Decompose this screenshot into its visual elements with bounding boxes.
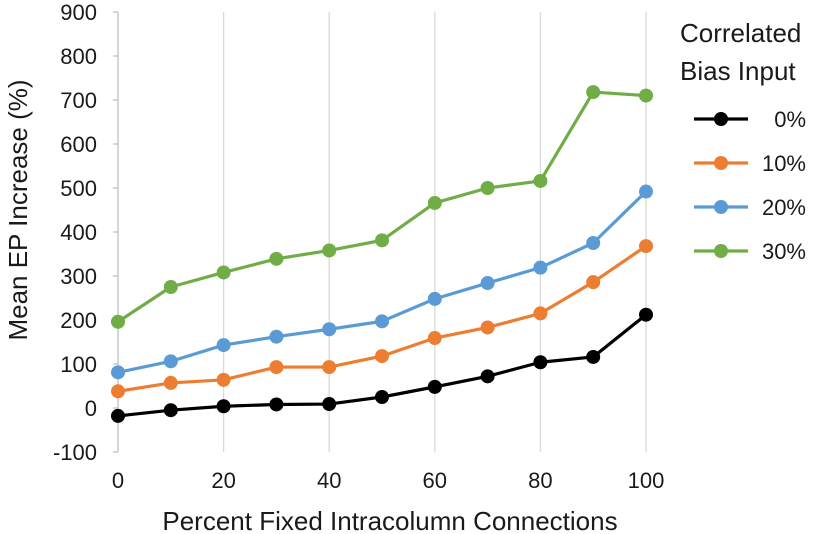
data-point [427,331,442,346]
y-tick-label: 400 [60,220,97,245]
x-tick-label: 80 [528,468,552,493]
series-lines [111,85,653,423]
data-point [111,314,125,329]
data-point [639,184,653,199]
legend-label: 0% [774,107,806,132]
data-point [533,306,548,321]
legend-title-line-1: Correlated [680,18,801,48]
data-point [216,338,231,353]
data-point [111,365,125,380]
data-point [322,360,337,375]
data-point [639,307,653,322]
data-point [375,233,389,248]
data-point [533,173,548,188]
x-tick-label: 100 [628,468,665,493]
y-tick-label: 100 [60,352,97,377]
data-point [163,354,178,369]
x-tick-label: 0 [112,468,124,493]
y-tick-label: 500 [60,176,97,201]
data-point [427,195,442,210]
data-point [586,85,601,100]
x-tick-label: 60 [423,468,447,493]
y-tick-label: 600 [60,132,97,157]
x-tick-label: 20 [211,468,235,493]
data-point [111,384,125,399]
tick-labels: 0 20 40 60 80 100 -100 0 100 200 300 400 500 600 700 80… [53,0,664,493]
y-tick-label: -100 [53,440,97,465]
x-tick-label: 40 [317,468,341,493]
legend: Correlated Bias Input 0% 10% 20% 30% [680,18,806,264]
data-point [375,349,389,364]
legend-title-line-2: Bias Input [680,56,796,86]
data-point [269,360,284,375]
data-point [269,397,284,412]
data-point [111,408,125,423]
data-point [480,181,495,195]
data-point [586,275,601,290]
legend-label: 20% [762,195,806,220]
data-point [322,397,337,412]
y-tick-label: 0 [85,396,97,421]
series-line-2 [116,189,648,374]
data-point [269,251,284,266]
y-axis-title: Mean EP Increase (%) [3,79,33,340]
legend-label: 30% [762,239,806,264]
data-point [480,369,495,384]
data-point [322,243,337,258]
y-tick-label: 900 [60,0,97,25]
y-tick-label: 800 [60,44,97,69]
x-axis-title: Percent Fixed Intracolumn Connections [162,506,617,534]
legend-swatch-marker [714,112,728,126]
legend-label: 10% [762,151,806,176]
y-tick-label: 300 [60,264,97,289]
data-point [216,265,231,280]
data-point [269,329,284,344]
data-point [586,236,601,250]
legend-swatch-marker [714,244,728,258]
data-point [375,390,389,404]
data-point [427,379,442,394]
y-tick-label: 700 [60,88,97,113]
y-tick-label: 200 [60,308,97,333]
data-point [427,291,442,306]
data-point [216,372,231,387]
data-point [639,88,653,103]
data-point [216,399,231,414]
data-point [375,314,389,329]
data-point [163,280,178,294]
data-point [480,320,495,335]
legend-swatch-marker [714,156,728,170]
data-point [480,276,495,291]
legend-swatch-marker [714,200,728,214]
data-point [639,239,653,254]
series-line-3 [116,90,648,324]
data-point [163,403,178,418]
data-point [586,349,601,364]
data-point [163,375,178,390]
data-point [322,322,337,337]
data-point [533,260,548,275]
data-point [533,355,548,370]
